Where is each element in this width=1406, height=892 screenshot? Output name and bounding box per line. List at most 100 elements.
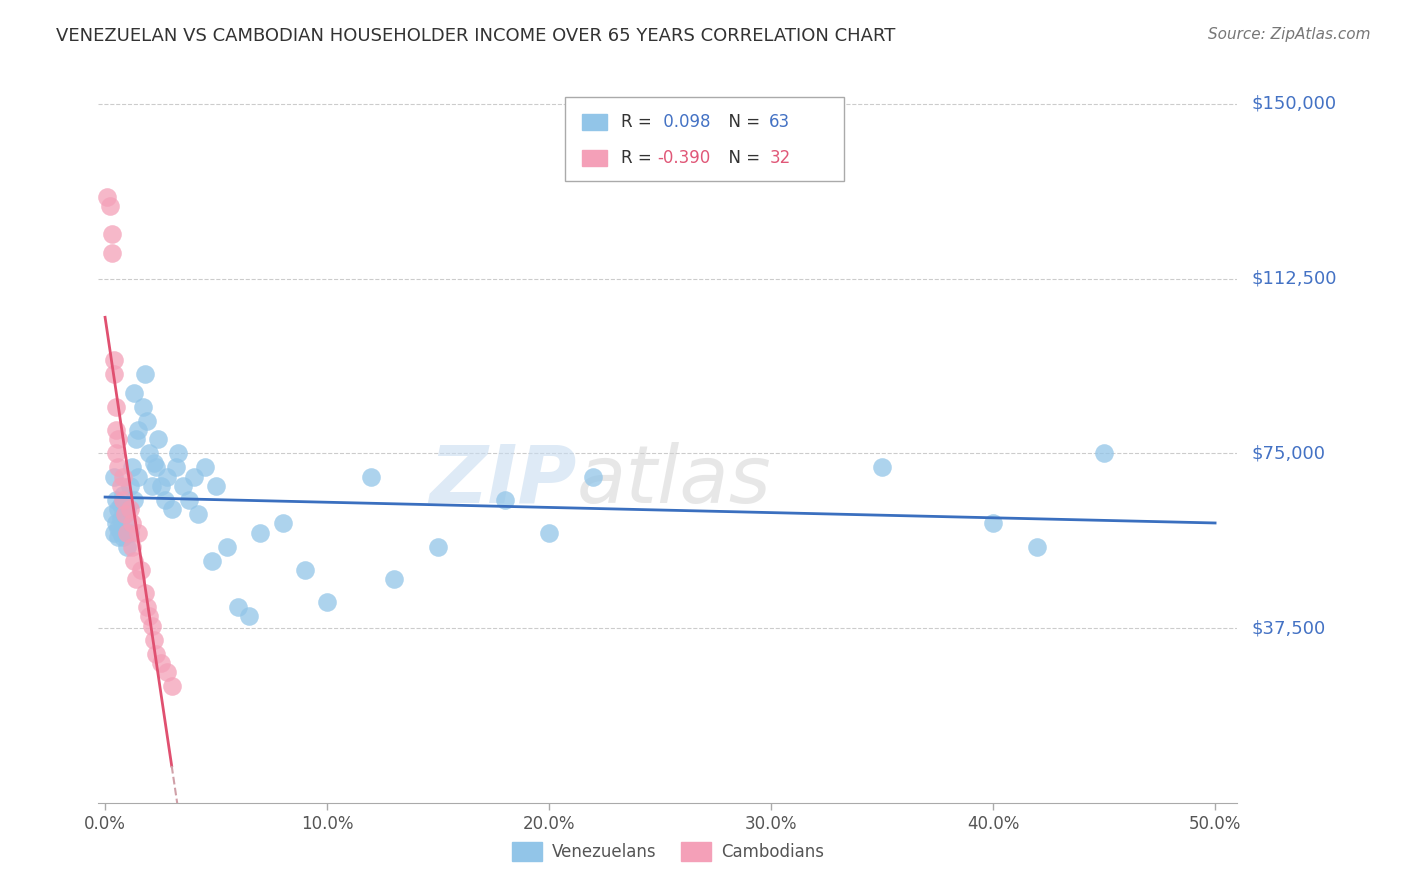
Point	[111, 488, 134, 502]
Point	[187, 507, 209, 521]
Point	[118, 502, 141, 516]
Point	[141, 619, 163, 633]
Point	[160, 502, 183, 516]
Text: $112,500: $112,500	[1251, 269, 1337, 288]
Text: -0.390: -0.390	[658, 149, 711, 167]
Point	[114, 507, 136, 521]
Point	[136, 600, 159, 615]
Point	[194, 460, 217, 475]
Point	[103, 353, 125, 368]
Point	[148, 433, 170, 447]
Point	[134, 367, 156, 381]
Point	[103, 367, 125, 381]
Text: atlas: atlas	[576, 442, 772, 520]
Point	[127, 423, 149, 437]
Text: R =: R =	[621, 149, 657, 167]
Point	[226, 600, 249, 615]
Point	[271, 516, 294, 531]
Point	[167, 446, 190, 460]
Point	[105, 423, 128, 437]
Point	[201, 553, 224, 567]
Point	[142, 632, 165, 647]
Point	[132, 400, 155, 414]
Point	[110, 511, 132, 525]
Text: N =: N =	[718, 113, 765, 131]
Point	[142, 456, 165, 470]
Point	[100, 227, 122, 242]
Text: $37,500: $37,500	[1251, 619, 1326, 637]
Point	[127, 525, 149, 540]
Point	[100, 246, 122, 260]
Point	[156, 665, 179, 680]
Point	[165, 460, 187, 475]
Point	[153, 493, 176, 508]
Point	[121, 540, 143, 554]
Point	[156, 469, 179, 483]
Point	[105, 400, 128, 414]
Point	[1092, 446, 1115, 460]
Text: $150,000: $150,000	[1251, 95, 1336, 113]
Point	[138, 609, 160, 624]
Point	[316, 595, 339, 609]
Point	[538, 525, 561, 540]
Text: 63: 63	[769, 113, 790, 131]
Point	[127, 469, 149, 483]
Text: VENEZUELAN VS CAMBODIAN HOUSEHOLDER INCOME OVER 65 YEARS CORRELATION CHART: VENEZUELAN VS CAMBODIAN HOUSEHOLDER INCO…	[56, 27, 896, 45]
Point	[981, 516, 1004, 531]
Point	[249, 525, 271, 540]
Point	[117, 540, 139, 554]
Point	[107, 460, 129, 475]
Point	[114, 507, 136, 521]
Bar	[582, 150, 607, 166]
Point	[582, 469, 605, 483]
Text: Source: ZipAtlas.com: Source: ZipAtlas.com	[1208, 27, 1371, 42]
Point	[122, 385, 145, 400]
Point	[121, 460, 143, 475]
Point	[149, 656, 172, 670]
Point	[96, 190, 118, 204]
Point	[110, 525, 132, 540]
Point	[382, 572, 405, 586]
Legend: Venezuelans, Cambodians: Venezuelans, Cambodians	[505, 835, 831, 868]
Point	[427, 540, 450, 554]
Text: R =: R =	[621, 113, 657, 131]
Point	[129, 563, 152, 577]
Point	[107, 502, 129, 516]
Point	[118, 479, 141, 493]
Point	[141, 479, 163, 493]
Point	[134, 586, 156, 600]
Point	[160, 679, 183, 693]
Point	[105, 516, 128, 531]
FancyBboxPatch shape	[565, 97, 845, 181]
Text: 0.098: 0.098	[658, 113, 710, 131]
Point	[117, 525, 139, 540]
Point	[110, 479, 132, 493]
Point	[145, 460, 167, 475]
Point	[105, 493, 128, 508]
Point	[103, 525, 125, 540]
Point	[117, 502, 139, 516]
Point	[125, 572, 148, 586]
Point	[1026, 540, 1049, 554]
Point	[494, 493, 516, 508]
Point	[111, 530, 134, 544]
Point	[360, 469, 382, 483]
Point	[205, 479, 228, 493]
Text: $75,000: $75,000	[1251, 444, 1326, 462]
Text: N =: N =	[718, 149, 765, 167]
Point	[149, 479, 172, 493]
Point	[172, 479, 194, 493]
Point	[111, 469, 134, 483]
Point	[145, 647, 167, 661]
Point	[100, 507, 122, 521]
Point	[121, 516, 143, 531]
Point	[98, 199, 121, 213]
Point	[217, 540, 239, 554]
Point	[107, 530, 129, 544]
Point	[114, 516, 136, 531]
Text: 32: 32	[769, 149, 790, 167]
Point	[118, 525, 141, 540]
Point	[870, 460, 893, 475]
Point	[125, 433, 148, 447]
Point	[136, 414, 159, 428]
